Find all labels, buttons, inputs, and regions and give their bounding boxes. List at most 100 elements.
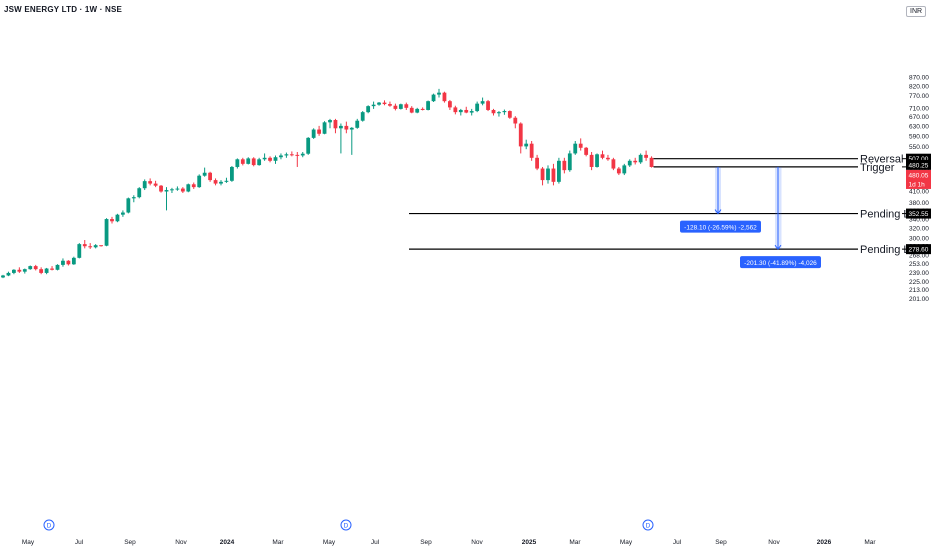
candle-body: [224, 180, 229, 182]
candle-body: [644, 154, 648, 158]
time-tick: 2025: [522, 539, 537, 546]
price-tick: 590.00: [909, 133, 929, 140]
currency-label[interactable]: INR: [906, 6, 927, 17]
time-tick: Sep: [420, 539, 432, 546]
candle-body: [1, 275, 5, 278]
candle-body: [344, 125, 349, 130]
trigger-label: Trigger: [860, 162, 895, 174]
candle-body: [513, 117, 518, 124]
candle-body: [562, 160, 567, 171]
time-tick: Sep: [124, 539, 136, 546]
candle-body: [44, 268, 49, 273]
candle-body: [507, 111, 512, 118]
candle-body: [6, 272, 11, 276]
candle-body: [311, 129, 316, 138]
candle-body: [257, 159, 262, 166]
dividend-marker: [340, 519, 352, 531]
time-axis: May Jul Sep Nov 2024 Mar May Jul Sep Nov 2025 Mar Ma…: [22, 519, 876, 546]
price-tick: 870.00: [909, 75, 929, 82]
dividend-marker: [43, 519, 55, 531]
pending-2-price-badge: 278.60: [909, 247, 929, 254]
candle-body: [88, 246, 93, 248]
candle-body: [300, 153, 305, 156]
candle-body: [382, 102, 387, 105]
candle-body: [22, 269, 27, 272]
candle-body: [540, 168, 545, 181]
price-tick: 253.00: [909, 261, 929, 268]
candle-body: [202, 172, 207, 176]
time-tick: Nov: [175, 539, 187, 546]
candle-body: [388, 104, 392, 106]
candle-body: [398, 104, 403, 109]
candle-body: [273, 157, 278, 161]
candle-body: [230, 166, 234, 181]
dividend-marker-label: D: [646, 523, 651, 530]
candle-body: [600, 154, 605, 158]
candle-body: [442, 92, 447, 102]
countdown-badge-bg: [906, 178, 931, 189]
candle-body: [219, 181, 223, 184]
candle-body: [437, 92, 441, 95]
candle-body: [153, 183, 158, 186]
candle-body: [448, 101, 452, 108]
pending-level-2-label: Pending Level: [860, 244, 930, 256]
candle-body: [295, 154, 300, 156]
time-tick: May: [323, 539, 336, 546]
candle-body: [246, 158, 251, 164]
candle-body: [71, 257, 76, 265]
candle-body: [366, 106, 371, 113]
measure-label-bg: [680, 220, 761, 233]
chart-title: JSW ENERGY LTD · 1W · NSE: [4, 5, 123, 14]
candle-body: [589, 154, 594, 167]
candle-body: [627, 160, 632, 166]
candle-body: [12, 269, 16, 273]
candle-body: [33, 266, 38, 270]
dividend-marker: [642, 519, 654, 531]
candle-body: [110, 219, 114, 222]
time-tick: 2024: [220, 539, 235, 546]
candle-body: [377, 102, 381, 105]
candle-body: [464, 109, 469, 113]
price-tick: 410.00: [909, 188, 929, 195]
candle-body: [649, 157, 654, 167]
candle-body: [475, 103, 480, 112]
last-price-badge: 480.05: [909, 172, 929, 179]
measure-label: -201.30 (-41.89%) -4,026: [744, 260, 817, 267]
candle-body: [137, 188, 142, 198]
candle-body: [126, 198, 131, 213]
candle-body: [99, 245, 103, 247]
candle-body: [633, 160, 638, 163]
candle-body: [121, 212, 125, 215]
candle-body: [415, 108, 420, 113]
candle-body: [333, 120, 338, 129]
time-tick: Mar: [864, 539, 876, 546]
price-tick: 340.00: [909, 217, 929, 224]
time-tick: Jul: [75, 539, 84, 546]
candle-body: [66, 260, 71, 265]
time-tick: Mar: [272, 539, 284, 546]
candle-body: [409, 107, 414, 113]
candle-body: [93, 245, 98, 248]
candle-body: [480, 101, 485, 104]
candles: [1, 88, 654, 279]
price-tick: 201.00: [909, 296, 929, 303]
time-tick: Jul: [371, 539, 380, 546]
candle-body: [262, 157, 267, 160]
price-tick: 213.00: [909, 287, 929, 294]
candle-body: [39, 269, 44, 273]
price-tick: 239.00: [909, 270, 929, 277]
candle-body: [535, 157, 539, 169]
candle-body: [317, 129, 321, 134]
price-tick: 710.00: [909, 105, 929, 112]
price-tick: 380.00: [909, 200, 929, 207]
candle-body: [279, 155, 283, 158]
trigger-price-badge-bg: [906, 159, 931, 170]
candle-body: [557, 160, 561, 182]
candle-body: [584, 147, 589, 155]
time-tick: Sep: [715, 539, 727, 546]
candle-body: [322, 122, 327, 134]
time-tick: May: [22, 539, 35, 546]
price-tick: 225.00: [909, 279, 929, 286]
